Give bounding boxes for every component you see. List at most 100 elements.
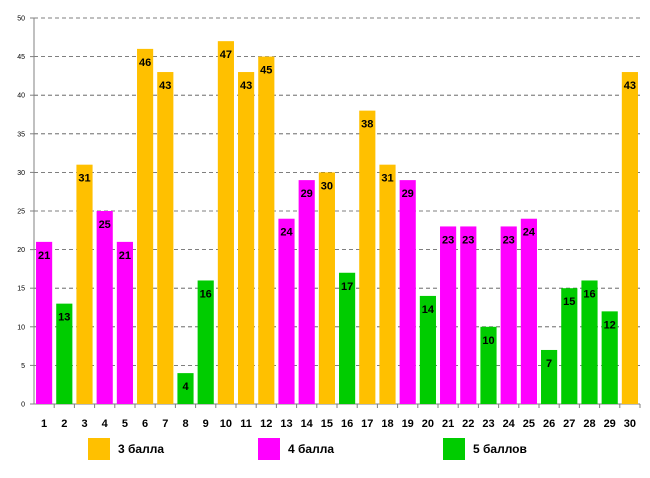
y-tick-label: 5 bbox=[21, 363, 25, 370]
x-tick-label-3: 3 bbox=[81, 418, 87, 430]
bar-17 bbox=[359, 110, 376, 404]
data-label-15: 30 bbox=[321, 180, 333, 192]
data-label-27: 15 bbox=[563, 296, 575, 308]
data-label-2: 13 bbox=[58, 312, 70, 324]
data-label-3: 31 bbox=[78, 173, 90, 185]
data-label-1: 21 bbox=[38, 250, 50, 262]
bar-30 bbox=[621, 72, 638, 404]
data-label-9: 16 bbox=[200, 288, 212, 300]
bar-12 bbox=[258, 56, 275, 404]
data-label-17: 38 bbox=[361, 119, 373, 131]
bar-1 bbox=[36, 241, 53, 404]
x-tick-label-16: 16 bbox=[341, 418, 353, 430]
data-label-4: 25 bbox=[99, 219, 111, 231]
data-label-6: 46 bbox=[139, 57, 151, 69]
x-tick-label-4: 4 bbox=[102, 418, 109, 430]
x-tick-label-22: 22 bbox=[462, 418, 474, 430]
data-label-26: 7 bbox=[546, 358, 552, 370]
data-label-12: 45 bbox=[260, 65, 272, 77]
x-tick-label-18: 18 bbox=[381, 418, 393, 430]
bar-27 bbox=[561, 288, 578, 404]
bars-layer bbox=[36, 41, 638, 404]
x-tick-label-15: 15 bbox=[321, 418, 333, 430]
bar-11 bbox=[238, 72, 255, 404]
data-label-30: 43 bbox=[624, 80, 636, 92]
y-tick-label: 15 bbox=[17, 286, 25, 293]
x-tick-label-17: 17 bbox=[361, 418, 373, 430]
bar-10 bbox=[217, 41, 234, 404]
x-tick-label-1: 1 bbox=[41, 418, 47, 430]
legend-swatch-3 bbox=[443, 438, 465, 460]
bar-29 bbox=[601, 311, 618, 404]
data-label-16: 17 bbox=[341, 281, 353, 293]
x-tick-label-21: 21 bbox=[442, 418, 454, 430]
data-label-13: 24 bbox=[280, 227, 293, 239]
legend-swatch-2 bbox=[258, 438, 280, 460]
bar-4 bbox=[96, 211, 113, 404]
x-tick-label-14: 14 bbox=[301, 418, 314, 430]
y-tick-label: 50 bbox=[17, 16, 25, 23]
bar-28 bbox=[581, 280, 598, 404]
x-tick-label-5: 5 bbox=[122, 418, 128, 430]
x-tick-label-10: 10 bbox=[220, 418, 232, 430]
bar-15 bbox=[318, 172, 335, 404]
x-tick-label-29: 29 bbox=[604, 418, 616, 430]
x-tick-label-28: 28 bbox=[583, 418, 595, 430]
bar-7 bbox=[157, 72, 174, 404]
x-tick-label-26: 26 bbox=[543, 418, 555, 430]
legend-label-2: 4 балла bbox=[288, 442, 334, 456]
y-tick-label: 10 bbox=[17, 324, 25, 331]
x-tick-label-6: 6 bbox=[142, 418, 148, 430]
x-tick-label-25: 25 bbox=[523, 418, 535, 430]
data-label-25: 24 bbox=[523, 227, 536, 239]
y-tick-label: 20 bbox=[17, 247, 25, 254]
x-tick-label-11: 11 bbox=[240, 418, 252, 430]
x-tick-label-20: 20 bbox=[422, 418, 434, 430]
data-label-21: 23 bbox=[442, 234, 454, 246]
data-label-5: 21 bbox=[119, 250, 131, 262]
data-label-11: 43 bbox=[240, 80, 252, 92]
x-tick-label-12: 12 bbox=[260, 418, 272, 430]
axis-layer: 0 5 10 15 20 25 30 35 40 45 50 bbox=[17, 16, 641, 409]
y-tick-label: 25 bbox=[17, 209, 25, 216]
bar-9 bbox=[197, 280, 214, 404]
bar-18 bbox=[379, 164, 396, 404]
data-label-22: 23 bbox=[462, 234, 474, 246]
data-label-10: 47 bbox=[220, 49, 232, 61]
bar-21 bbox=[440, 226, 457, 404]
y-tick-label: 30 bbox=[17, 170, 25, 177]
data-label-24: 23 bbox=[503, 234, 515, 246]
bar-25 bbox=[520, 218, 537, 404]
x-tick-label-23: 23 bbox=[482, 418, 494, 430]
data-label-29: 12 bbox=[604, 319, 616, 331]
x-tick-label-19: 19 bbox=[402, 418, 414, 430]
x-tick-label-24: 24 bbox=[503, 418, 516, 430]
bar-23 bbox=[480, 326, 497, 404]
y-tick-label: 35 bbox=[17, 131, 25, 138]
legend-swatch-1 bbox=[88, 438, 110, 460]
data-label-8: 4 bbox=[182, 381, 189, 393]
bar-8 bbox=[177, 373, 194, 404]
x-tick-label-30: 30 bbox=[624, 418, 636, 430]
x-tick-label-13: 13 bbox=[280, 418, 292, 430]
bar-22 bbox=[460, 226, 477, 404]
data-label-20: 14 bbox=[422, 304, 435, 316]
data-label-28: 16 bbox=[583, 288, 595, 300]
data-label-18: 31 bbox=[381, 173, 393, 185]
x-tick-label-2: 2 bbox=[61, 418, 67, 430]
x-tick-label-9: 9 bbox=[203, 418, 209, 430]
bar-24 bbox=[500, 226, 517, 404]
legend-label-1: 3 балла bbox=[118, 442, 164, 456]
bar-13 bbox=[278, 218, 295, 404]
grid-layer bbox=[34, 17, 640, 366]
x-tick-label-8: 8 bbox=[182, 418, 188, 430]
bar-26 bbox=[541, 349, 558, 404]
x-tick-label-27: 27 bbox=[563, 418, 575, 430]
bar-14 bbox=[298, 180, 315, 404]
y-tick-label: 40 bbox=[17, 93, 25, 100]
labels-layer: 2111323132542154664374816947104311451224… bbox=[38, 49, 636, 430]
data-label-7: 43 bbox=[159, 80, 171, 92]
bar-16 bbox=[339, 272, 356, 404]
